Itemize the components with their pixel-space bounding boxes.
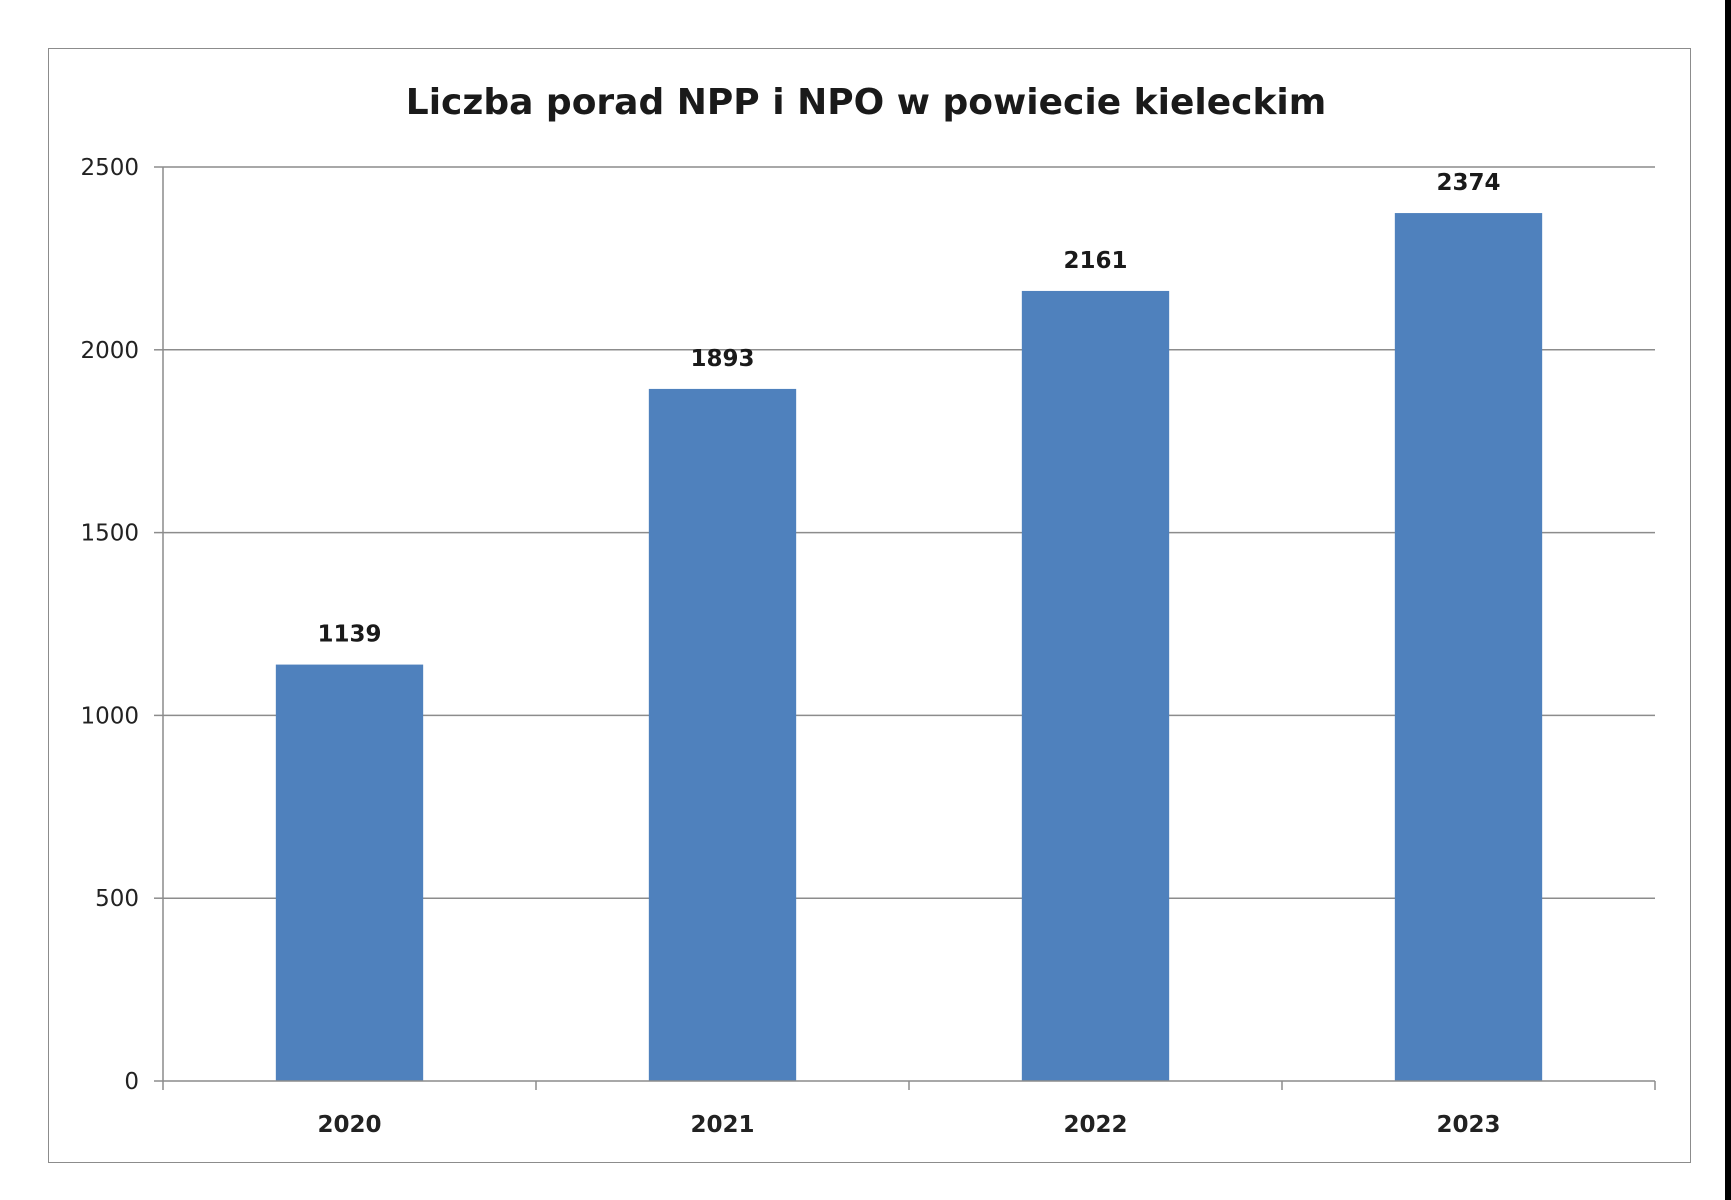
x-tick-label: 2023	[1436, 1112, 1500, 1138]
bar-2022	[1021, 290, 1170, 1082]
axes	[154, 166, 1656, 1090]
bars	[275, 213, 1543, 1082]
bar-2021	[648, 388, 797, 1081]
data-label: 1139	[317, 622, 381, 648]
x-tick-label: 2020	[317, 1112, 381, 1138]
data-labels: 1139 1893 2161 2374	[317, 170, 1500, 648]
data-label: 2161	[1063, 248, 1127, 274]
data-label: 1893	[690, 346, 754, 372]
data-label: 2374	[1436, 170, 1500, 196]
window-edge	[1725, 0, 1731, 1200]
y-tick-label: 2000	[80, 338, 139, 364]
y-tick-label: 1000	[80, 703, 139, 729]
y-tick-labels: 0 500 1000 1500 2000 2500	[80, 155, 139, 1095]
x-tick-labels: 2020 2021 2022 2023	[317, 1112, 1500, 1138]
bar-2020	[275, 664, 424, 1081]
y-tick-label: 2500	[80, 155, 139, 181]
x-tick-label: 2021	[690, 1112, 754, 1138]
y-tick-label: 500	[95, 886, 139, 912]
y-tick-label: 1500	[80, 521, 139, 547]
chart-title: Liczba porad NPP i NPO w powiecie kielec…	[406, 82, 1327, 123]
x-tick-label: 2022	[1063, 1112, 1127, 1138]
bar-2023	[1394, 213, 1543, 1081]
y-tick-label: 0	[124, 1069, 139, 1095]
